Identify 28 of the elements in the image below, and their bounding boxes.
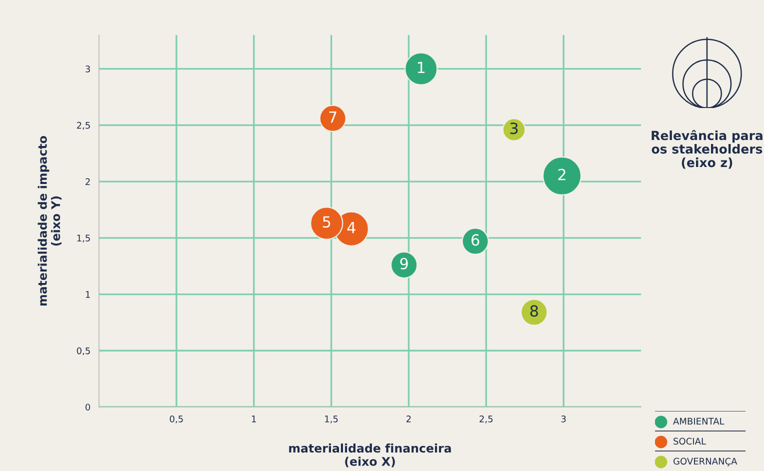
annotation: 2 — [558, 168, 566, 180]
y-tick-label: 0,5 — [76, 347, 90, 356]
annotation: 6 — [472, 234, 480, 246]
annotation: 3 — [510, 122, 518, 134]
x-tick-label: 1 — [252, 416, 256, 422]
y-tick-label: 1,5 — [77, 234, 90, 242]
annotation: 8 — [530, 305, 538, 317]
x-tick-label: 2,5 — [480, 415, 493, 424]
legend-label: AMBIENTAL — [673, 418, 724, 424]
annotation: 4 — [347, 222, 356, 234]
y-tick-label: 3 — [86, 66, 90, 72]
annotation: 1 — [418, 62, 425, 74]
text: Relevância para os stakeholders (eixo z) — [652, 130, 762, 169]
legend-label: SOCIAL — [674, 438, 706, 445]
y-tick-label: 0 — [86, 404, 90, 411]
x-tick-label: 2 — [406, 415, 411, 422]
y-tick-label: 2,5 — [76, 122, 90, 130]
x-tick-label: 0,5 — [170, 415, 183, 424]
annotation: 7 — [329, 111, 336, 123]
annotation: 5 — [322, 216, 330, 228]
x-tick-label: 3 — [561, 415, 566, 422]
y-axis-title: materialidade de impacto (eixo Y) — [38, 136, 62, 306]
x-tick-label: 1,5 — [325, 416, 338, 424]
y-tick-label: 2 — [86, 178, 90, 185]
x-axis-title: materialidade financeira (eixo X) — [289, 444, 451, 468]
y-tick-label: 1 — [86, 291, 90, 298]
annotation: 9 — [400, 258, 408, 270]
legend-label: GOVERNANÇA — [674, 458, 738, 466]
